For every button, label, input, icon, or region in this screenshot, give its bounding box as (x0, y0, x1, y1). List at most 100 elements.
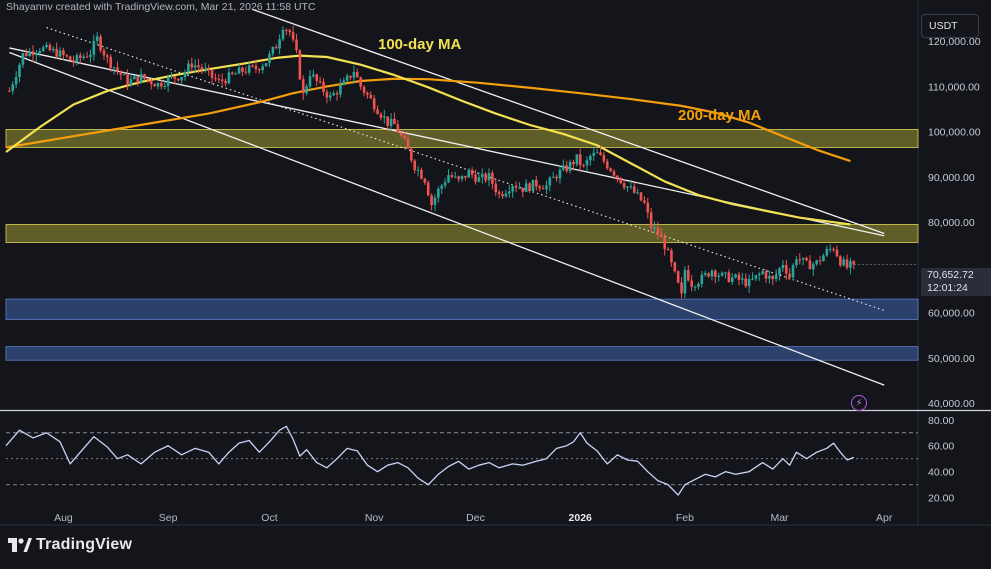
candle-body (352, 72, 356, 78)
bar-countdown: 12:01:24 (927, 282, 968, 294)
candle-body (183, 71, 187, 78)
candle-body (389, 118, 393, 126)
candle-body (278, 39, 281, 49)
candle-body (697, 284, 700, 287)
candle-body (616, 175, 619, 178)
candle-body (85, 56, 89, 58)
plot-background (0, 0, 918, 525)
candle-body (450, 175, 454, 177)
candle-body (41, 47, 45, 52)
candle-body (656, 227, 660, 235)
candle-body (244, 71, 248, 73)
candle-body (170, 76, 173, 78)
candle-body (744, 278, 748, 287)
candle-body (605, 161, 609, 169)
channel-line-dotted-3 (46, 27, 885, 311)
candle-body (440, 185, 444, 189)
candle-body (51, 48, 55, 51)
candle-body (514, 186, 518, 188)
candle-body (237, 67, 241, 74)
price-tick-label: 90,000.00 (928, 172, 975, 184)
candle-body (291, 32, 295, 40)
candle-body (406, 138, 410, 149)
candle-body (146, 78, 150, 81)
candle-body (751, 278, 754, 280)
time-tick-label: Mar (770, 512, 789, 524)
candle-body (575, 154, 579, 165)
candle-body (285, 30, 288, 32)
candle-body (714, 270, 717, 277)
price-tick-label: 120,000.00 (928, 36, 981, 48)
candle-body (808, 260, 812, 270)
candle-body (190, 63, 194, 68)
candle-body (75, 55, 79, 63)
candle-body (227, 72, 231, 84)
candle-body (31, 51, 35, 56)
candle-body (62, 50, 65, 56)
candle-body (524, 183, 528, 192)
candle-body (315, 74, 319, 82)
candle-body (231, 72, 234, 74)
candle-body (467, 170, 471, 178)
candle-body (602, 154, 606, 162)
candle-body (72, 60, 75, 63)
zone-yellow-0 (5, 129, 919, 148)
price-tick-label: 100,000.00 (928, 127, 981, 139)
candle-body (416, 169, 420, 171)
chart-attribution: Shayannv created with TradingView.com, M… (6, 1, 316, 13)
price-tick-label: 110,000.00 (928, 81, 980, 93)
candle-body (339, 85, 342, 95)
last-price-value: 70,652.72 (927, 269, 974, 281)
candle-body (295, 39, 298, 51)
candle-body (430, 195, 433, 205)
candle-body (670, 250, 673, 263)
ma100-line (5, 54, 851, 226)
candle-body (180, 77, 183, 81)
candle-body (818, 260, 822, 262)
candle-body (433, 197, 437, 205)
candle-body (393, 118, 396, 125)
candle-body (747, 278, 751, 287)
candle-body (798, 259, 802, 261)
candle-body (815, 260, 818, 264)
candles-group (8, 25, 856, 299)
candle-body (487, 172, 491, 181)
candle-body (839, 256, 842, 266)
candle-body (21, 53, 25, 65)
channel-line-solid-2 (9, 51, 885, 386)
candle-body (676, 271, 680, 283)
candle-body (528, 183, 531, 191)
candle-body (501, 194, 504, 197)
candle-body (666, 248, 670, 251)
candle-body (693, 286, 697, 288)
candle-body (659, 234, 663, 238)
candle-body (413, 160, 417, 171)
candle-body (210, 70, 214, 78)
candle-body (555, 176, 558, 179)
candle-body (470, 170, 474, 175)
candle-body (305, 86, 308, 94)
candle-body (683, 269, 687, 294)
candle-body (160, 82, 163, 87)
candle-body (325, 91, 329, 98)
candle-body (8, 90, 11, 92)
candle-body (649, 212, 653, 229)
candle-body (234, 73, 237, 75)
candle-body (538, 186, 541, 189)
lightning-alert-icon[interactable]: ⚡︎ (851, 395, 867, 411)
candle-body (116, 67, 119, 72)
candle-body (781, 264, 785, 269)
candle-body (68, 56, 72, 61)
candle-body (822, 255, 825, 262)
candle-body (673, 262, 677, 272)
candle-body (301, 79, 305, 94)
candle-body (396, 124, 400, 133)
candle-body (565, 165, 569, 172)
candle-body (268, 53, 271, 64)
currency-button[interactable]: USDT (921, 14, 979, 38)
candle-body (126, 74, 129, 86)
candle-body (163, 86, 167, 88)
candle-body (28, 51, 31, 57)
